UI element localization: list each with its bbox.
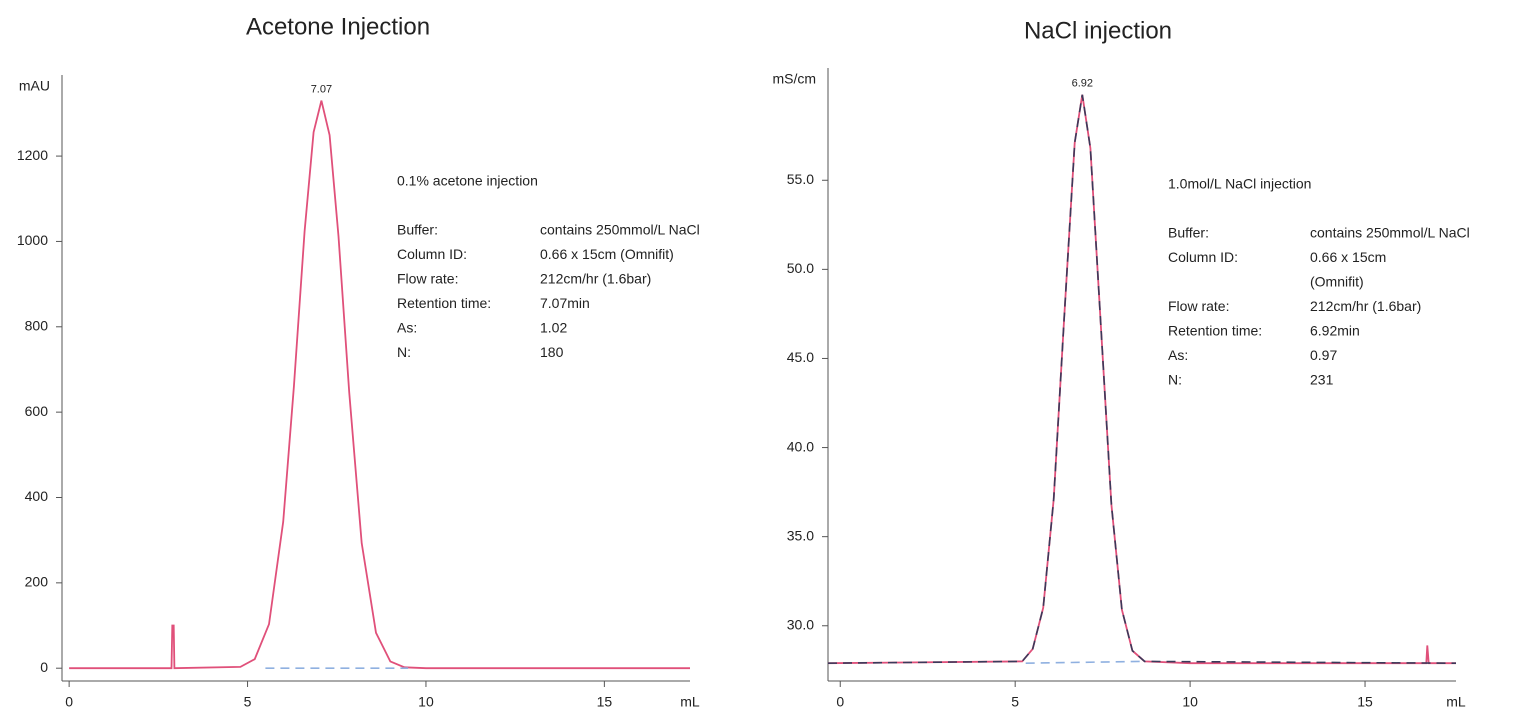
info-label: Retention time: bbox=[1168, 323, 1262, 339]
info-value: (Omnifit) bbox=[1310, 274, 1364, 290]
y-tick-label: 400 bbox=[25, 488, 49, 504]
info-title: 0.1% acetone injection bbox=[397, 173, 538, 189]
y-tick-label: 55.0 bbox=[787, 171, 814, 187]
info-value: 7.07min bbox=[540, 295, 590, 311]
peak-label: 6.92 bbox=[1072, 78, 1093, 90]
info-label: Column ID: bbox=[1168, 249, 1238, 265]
info-value: 0.66 x 15cm (Omnifit) bbox=[540, 246, 674, 262]
info-value: contains 250mmol/L NaCl bbox=[540, 222, 700, 238]
info-label: Buffer: bbox=[1168, 225, 1209, 241]
info-value: 0.97 bbox=[1310, 347, 1337, 363]
chart-title: NaCl injection bbox=[1024, 17, 1172, 44]
peak-label: 7.07 bbox=[311, 84, 332, 96]
info-value: contains 250mmol/L NaCl bbox=[1310, 225, 1470, 241]
info-title: 1.0mol/L NaCl injection bbox=[1168, 176, 1311, 192]
x-tick-label: 5 bbox=[1011, 694, 1019, 710]
x-axis-label: mL bbox=[680, 694, 700, 710]
series-line bbox=[1025, 660, 1142, 664]
info-label: Flow rate: bbox=[1168, 298, 1229, 314]
chart-title: Acetone Injection bbox=[246, 13, 430, 40]
x-tick-label: 15 bbox=[1357, 694, 1373, 710]
x-tick-label: 0 bbox=[65, 694, 73, 710]
info-value: 0.66 x 15cm bbox=[1310, 249, 1386, 265]
y-tick-label: 1200 bbox=[17, 147, 48, 163]
y-tick-label: 200 bbox=[25, 574, 49, 590]
x-tick-label: 15 bbox=[597, 694, 613, 710]
x-tick-label: 0 bbox=[836, 694, 844, 710]
info-label: Buffer: bbox=[397, 222, 438, 238]
y-axis-label: mAU bbox=[19, 78, 50, 94]
y-tick-label: 0 bbox=[40, 659, 48, 675]
info-label: Flow rate: bbox=[397, 271, 458, 287]
info-value: 212cm/hr (1.6bar) bbox=[540, 271, 651, 287]
x-axis-label: mL bbox=[1446, 694, 1466, 710]
info-label: As: bbox=[397, 320, 417, 336]
y-tick-label: 35.0 bbox=[787, 527, 814, 543]
y-tick-label: 600 bbox=[25, 403, 49, 419]
info-value: 231 bbox=[1310, 372, 1334, 388]
y-tick-label: 45.0 bbox=[787, 349, 814, 365]
info-value: 180 bbox=[540, 344, 564, 360]
info-label: As: bbox=[1168, 347, 1188, 363]
info-label: N: bbox=[1168, 372, 1182, 388]
x-tick-label: 10 bbox=[418, 694, 434, 710]
info-label: Column ID: bbox=[397, 246, 467, 262]
series-line bbox=[827, 94, 1457, 664]
y-tick-label: 30.0 bbox=[787, 616, 814, 632]
y-tick-label: 40.0 bbox=[787, 438, 814, 454]
y-tick-label: 1000 bbox=[17, 232, 48, 248]
info-value: 6.92min bbox=[1310, 323, 1360, 339]
series-line bbox=[827, 94, 1456, 665]
info-label: N: bbox=[397, 344, 411, 360]
y-axis-label: mS/cm bbox=[772, 71, 816, 87]
info-value: 212cm/hr (1.6bar) bbox=[1310, 298, 1421, 314]
series-line bbox=[69, 100, 690, 670]
info-value: 1.02 bbox=[540, 320, 567, 336]
x-tick-label: 5 bbox=[244, 694, 252, 710]
y-tick-label: 50.0 bbox=[787, 260, 814, 276]
x-tick-label: 10 bbox=[1182, 694, 1198, 710]
info-label: Retention time: bbox=[397, 295, 491, 311]
y-tick-label: 800 bbox=[25, 317, 49, 333]
